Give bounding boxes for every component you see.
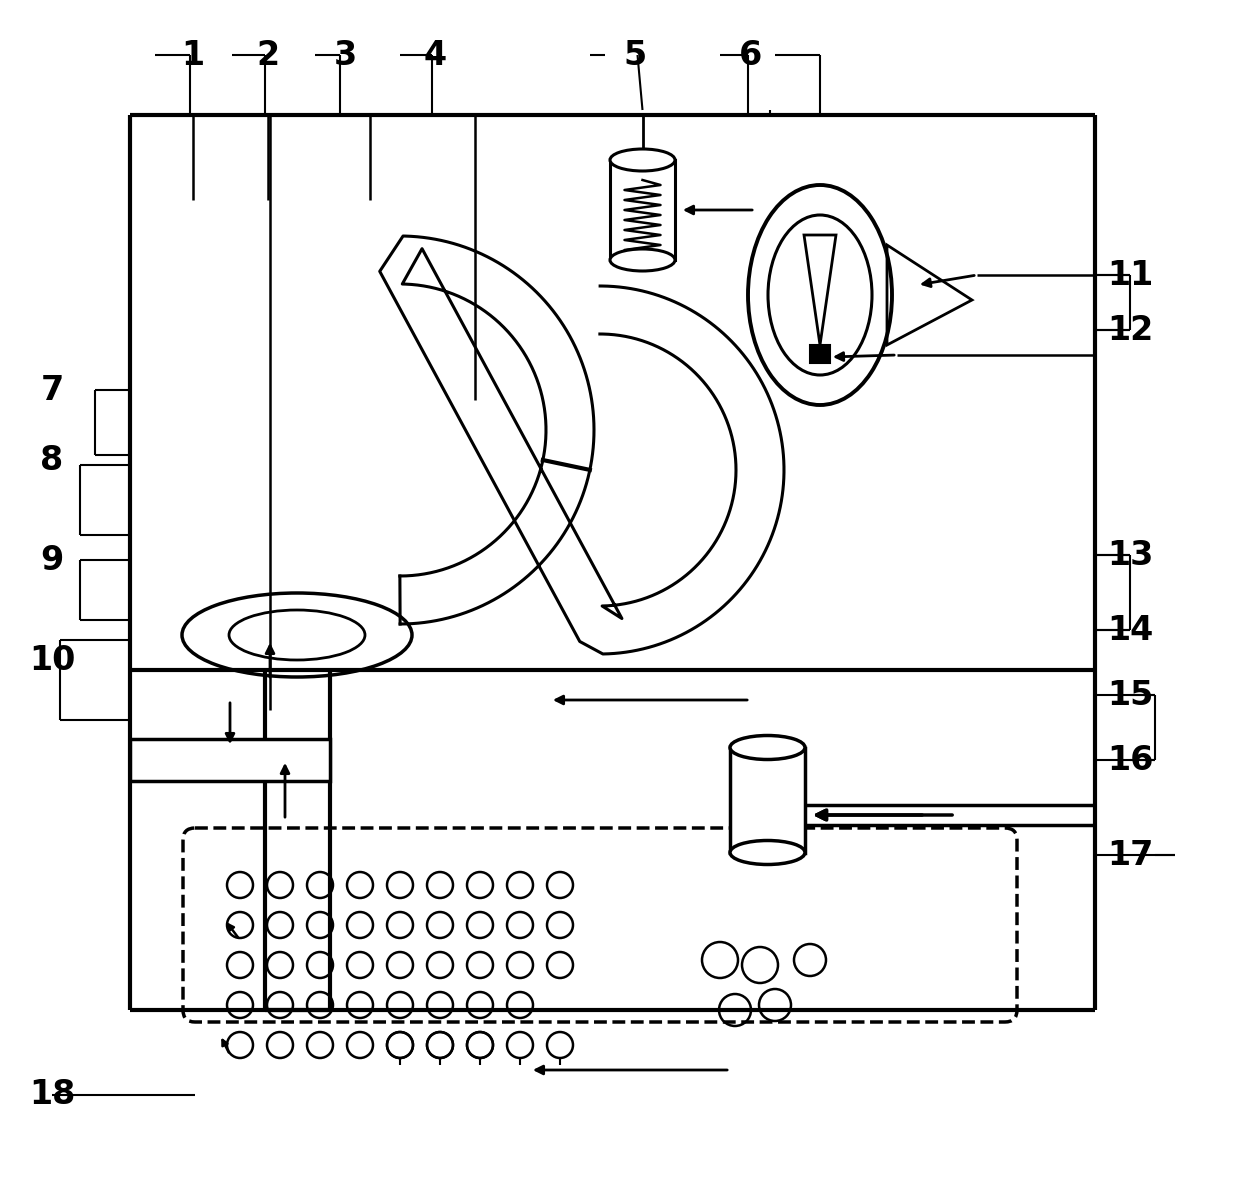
Text: 17: 17 — [1107, 839, 1153, 871]
Ellipse shape — [730, 735, 805, 759]
Text: 5: 5 — [624, 38, 646, 71]
Text: 13: 13 — [1107, 539, 1153, 571]
Text: 18: 18 — [29, 1078, 76, 1111]
Text: 15: 15 — [1107, 678, 1153, 712]
Text: 12: 12 — [1107, 313, 1153, 346]
Text: 6: 6 — [738, 38, 761, 71]
Bar — [130, 739, 330, 781]
Bar — [610, 159, 675, 259]
Text: 8: 8 — [41, 444, 63, 476]
Text: 3: 3 — [334, 38, 357, 71]
Ellipse shape — [610, 249, 675, 271]
Text: 4: 4 — [423, 38, 446, 71]
Bar — [810, 345, 830, 363]
Text: 10: 10 — [29, 644, 76, 676]
Text: 16: 16 — [1107, 744, 1153, 777]
Text: 2: 2 — [257, 38, 279, 71]
Bar — [730, 747, 805, 852]
Text: 9: 9 — [41, 544, 63, 576]
Text: 1: 1 — [181, 38, 205, 71]
Ellipse shape — [610, 149, 675, 171]
Text: 7: 7 — [41, 374, 63, 407]
Text: 11: 11 — [1107, 258, 1153, 292]
Ellipse shape — [730, 840, 805, 864]
Text: 14: 14 — [1107, 614, 1153, 646]
